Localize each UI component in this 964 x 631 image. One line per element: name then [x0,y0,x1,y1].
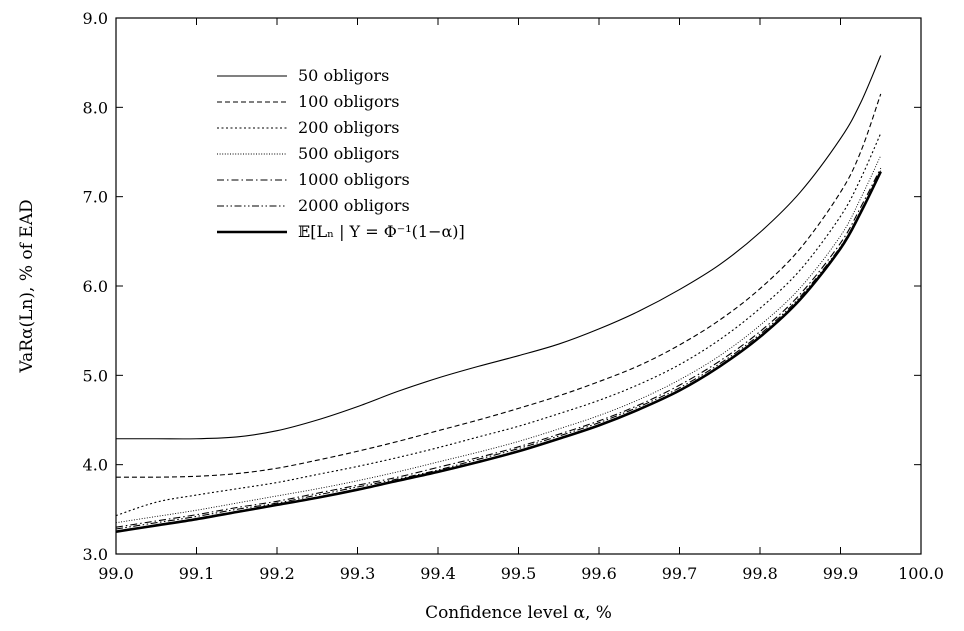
x-tick-label: 99.8 [742,564,778,583]
y-tick-label: 5.0 [83,366,108,385]
x-tick-label: 99.9 [823,564,859,583]
series-line-3 [115,133,882,517]
axis-ticks [115,17,922,555]
y-axis-title: VaRα(Ln), % of EAD [17,199,37,373]
x-tick-labels: 99.0 99.1 99.2 99.3 99.4 99.5 99.6 99.7 99.8 99.9… [98,564,944,583]
legend-label-5: 1000 obligors [298,170,410,189]
series-line-2 [115,93,882,478]
legend: 50 obligors 100 obligors 200 obligors 500 o… [217,66,465,241]
x-tick-label: 99.5 [501,564,537,583]
x-tick-label: 99.0 [98,564,134,583]
legend-label-7: 𝔼[Lₙ | Y = Φ⁻¹(1−α)] [298,222,465,241]
x-tick-label: 99.7 [662,564,698,583]
legend-label-2: 100 obligors [298,92,399,111]
y-tick-label: 4.0 [83,456,108,475]
x-tick-label: 100.0 [898,564,944,583]
legend-label-6: 2000 obligors [298,196,410,215]
series-line-1 [116,55,882,440]
legend-label-4: 500 obligors [298,144,399,163]
y-tick-label: 8.0 [83,98,108,117]
series-line-5 [115,167,882,528]
x-axis-title: Confidence level α, % [425,603,612,623]
x-tick-label: 99.6 [581,564,617,583]
series-line-7 [115,171,882,533]
x-tick-label: 99.4 [420,564,456,583]
y-tick-label: 6.0 [83,277,108,296]
legend-label-1: 50 obligors [298,66,389,85]
y-tick-label: 3.0 [83,545,108,564]
x-tick-label: 99.1 [179,564,215,583]
legend-label-3: 200 obligors [298,118,399,137]
plot-lines [115,55,882,533]
y-tick-labels: 3.0 4.0 5.0 6.0 7.0 8.0 9.0 [83,9,108,564]
x-tick-label: 99.2 [259,564,295,583]
series-line-6 [115,170,882,530]
series-line-4 [115,155,882,524]
y-tick-label: 9.0 [83,9,108,28]
y-tick-label: 7.0 [83,188,108,207]
x-tick-label: 99.3 [340,564,376,583]
